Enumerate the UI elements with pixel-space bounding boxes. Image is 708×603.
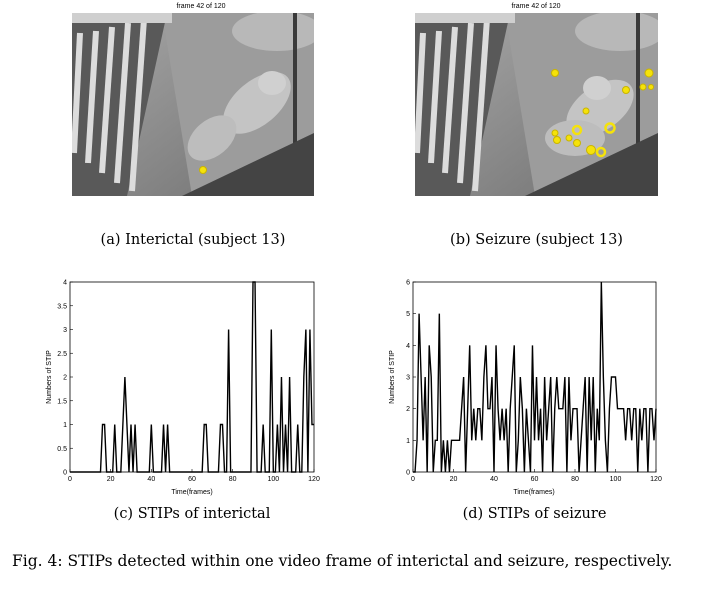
chart-seizure: 0 20 40 60 80 100 120 0 1 2 3 4 5 6 Numbers of STIP T… (389, 280, 662, 497)
caption-a: (a) Interictal (subject 13) (100, 232, 286, 248)
x-tick-label: 100 (267, 476, 279, 483)
x-axis-label: Time(frames) (171, 489, 212, 496)
y-tick-label: 0 (63, 470, 67, 477)
y-tick-label: 5 (406, 311, 410, 318)
stip-markers (551, 68, 654, 158)
y-tick-label: 1 (63, 422, 67, 429)
y-tick-label: 1.5 (57, 398, 67, 405)
series-line (70, 281, 314, 473)
stip-marker (199, 166, 207, 174)
x-tick-label: 100 (610, 476, 622, 483)
x-tick-label: 40 (147, 476, 155, 483)
y-tick-label: 2 (406, 406, 410, 413)
x-tick-label: 0 (68, 476, 72, 483)
x-tick-label: 80 (229, 476, 237, 483)
y-axis-label: Numbers of STIP (46, 350, 53, 404)
y-tick-label: 6 (406, 280, 410, 287)
frame-title-b: frame 42 of 120 (511, 3, 561, 10)
x-tick-label: 60 (531, 476, 539, 483)
y-tick-label: 3 (63, 327, 67, 334)
y-tick-label: 3 (406, 375, 410, 382)
plot-area (69, 281, 315, 473)
y-tick-label: 0 (406, 470, 410, 477)
x-tick-label: 120 (308, 476, 320, 483)
x-tick-label: 20 (450, 476, 458, 483)
x-axis-label: Time(frames) (513, 489, 554, 496)
series-line (413, 281, 657, 473)
y-tick-label: 4 (406, 343, 410, 350)
video-frame-b (415, 13, 658, 196)
crib-image-b (415, 13, 658, 196)
y-tick-label: 3.5 (57, 303, 67, 310)
caption-c: (c) STIPs of interictal (113, 506, 271, 522)
plot-area (412, 281, 657, 473)
x-tick-label: 40 (490, 476, 498, 483)
y-tick-label: 4 (63, 280, 67, 287)
y-tick-label: 2 (63, 375, 67, 382)
video-frame-a (72, 13, 314, 196)
x-tick-label: 120 (650, 476, 662, 483)
caption-b: (b) Seizure (subject 13) (450, 232, 623, 248)
frame-title-a: frame 42 of 120 (176, 3, 226, 10)
y-axis-label: Numbers of STIP (389, 350, 396, 404)
x-tick-label: 20 (107, 476, 115, 483)
y-tick-label: 1 (406, 438, 410, 445)
x-tick-label: 80 (571, 476, 579, 483)
y-tick-label: 0.5 (57, 446, 67, 453)
chart-interictal: 0 20 40 60 80 100 120 0 0.5 1 1.5 2 2.5 3 3.5 4 Numbers… (46, 280, 320, 497)
figure-caption: Fig. 4: STIPs detected within one video … (12, 552, 673, 570)
x-tick-label: 0 (411, 476, 415, 483)
caption-d: (d) STIPs of seizure (462, 506, 607, 522)
x-tick-label: 60 (188, 476, 196, 483)
crib-image-a (72, 13, 314, 196)
y-tick-label: 2.5 (57, 351, 67, 358)
